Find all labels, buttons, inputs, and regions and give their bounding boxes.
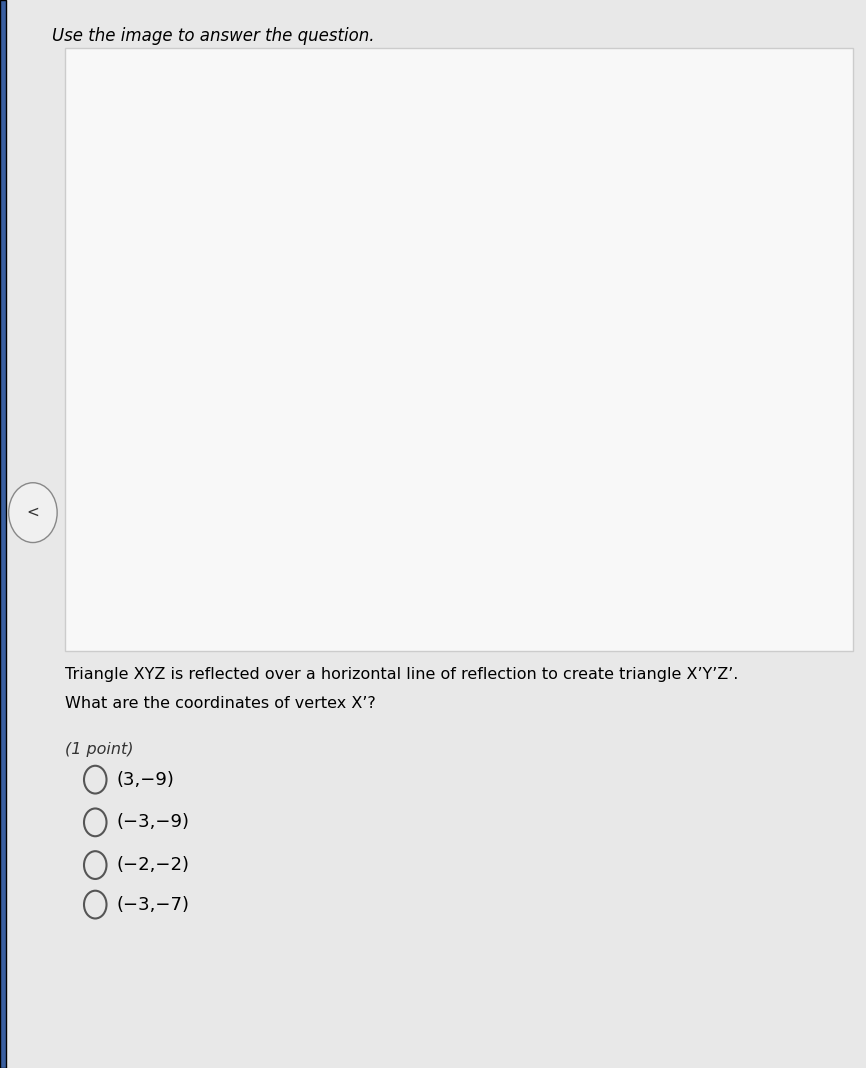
- Text: (3,−9): (3,−9): [117, 771, 175, 788]
- Text: $\mathit{Y}$ (−2,4): $\mathit{Y}$ (−2,4): [187, 237, 274, 260]
- Text: Triangle XYZ is reflected over a horizontal line of reflection to create triangl: Triangle XYZ is reflected over a horizon…: [65, 668, 739, 682]
- Text: $\mathit{Y'}$: $\mathit{Y'}$: [254, 390, 274, 411]
- Text: $\mathit{X'}$: $\mathit{X'}$: [216, 591, 238, 612]
- Text: Use the image to answer the question.: Use the image to answer the question.: [52, 27, 374, 45]
- Text: $\mathit{Z'}$(3,−2): $\mathit{Z'}$(3,−2): [590, 388, 677, 412]
- Text: <: <: [27, 505, 39, 520]
- Text: $\mathit{Z}$ (3,4): $\mathit{Z}$ (3,4): [590, 237, 661, 260]
- Text: (−3,−9): (−3,−9): [117, 814, 190, 831]
- Text: (1 point): (1 point): [65, 742, 133, 757]
- Text: $\mathit{X}$ (−3,9): $\mathit{X}$ (−3,9): [129, 94, 218, 117]
- Text: (−2,−2): (−2,−2): [117, 857, 190, 874]
- Text: (−3,−7): (−3,−7): [117, 896, 190, 913]
- Text: What are the coordinates of vertex X’?: What are the coordinates of vertex X’?: [65, 696, 376, 711]
